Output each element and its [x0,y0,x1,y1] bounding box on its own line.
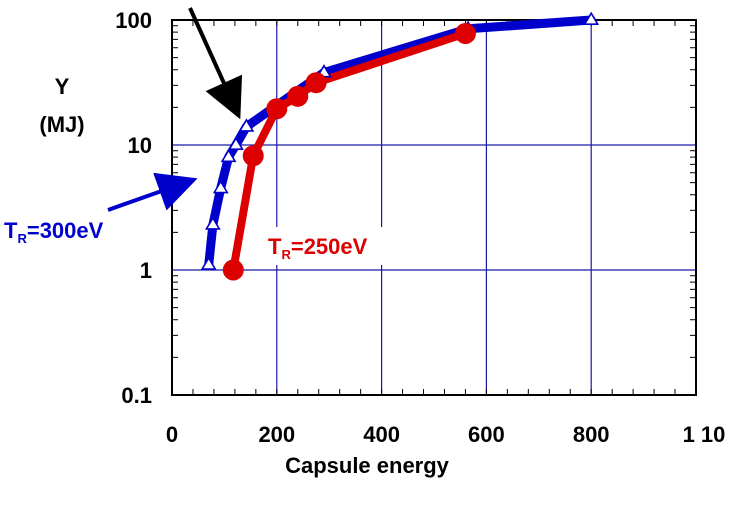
y-axis-title-line2: (MJ) [39,112,84,137]
y-tick-label: 0.1 [121,383,152,408]
y-axis-title-line1: Y [55,74,70,99]
data-point-circle [223,260,244,281]
series-label-300ev: TR=300eV [4,218,104,246]
x-tick-label: 600 [468,422,505,447]
series-label-300ev-main: T [4,218,18,243]
x-tick-label: 0 [166,422,178,447]
plot-background [172,20,696,395]
series-label-250ev-main: T [268,234,282,259]
y-tick-labels: 0.1 1 10 100 [115,8,152,408]
x-tick-label: 200 [258,422,295,447]
data-point-circle [266,98,287,119]
data-point-circle [243,145,264,166]
x-tick-label: 400 [363,422,400,447]
series-label-250ev-rest: =250eV [291,234,368,259]
series-label-300ev-rest: =300eV [27,218,104,243]
data-point-circle [455,23,476,44]
y-tick-label: 1 [140,258,152,283]
x-axis-title: Capsule energy [285,453,450,478]
x-tick-label: 800 [573,422,610,447]
data-point-circle [287,86,308,107]
x-tick-label: 1 10 [683,422,726,447]
y-tick-label: 100 [115,8,152,33]
y-tick-label: 10 [128,133,152,158]
data-point-circle [306,72,327,93]
